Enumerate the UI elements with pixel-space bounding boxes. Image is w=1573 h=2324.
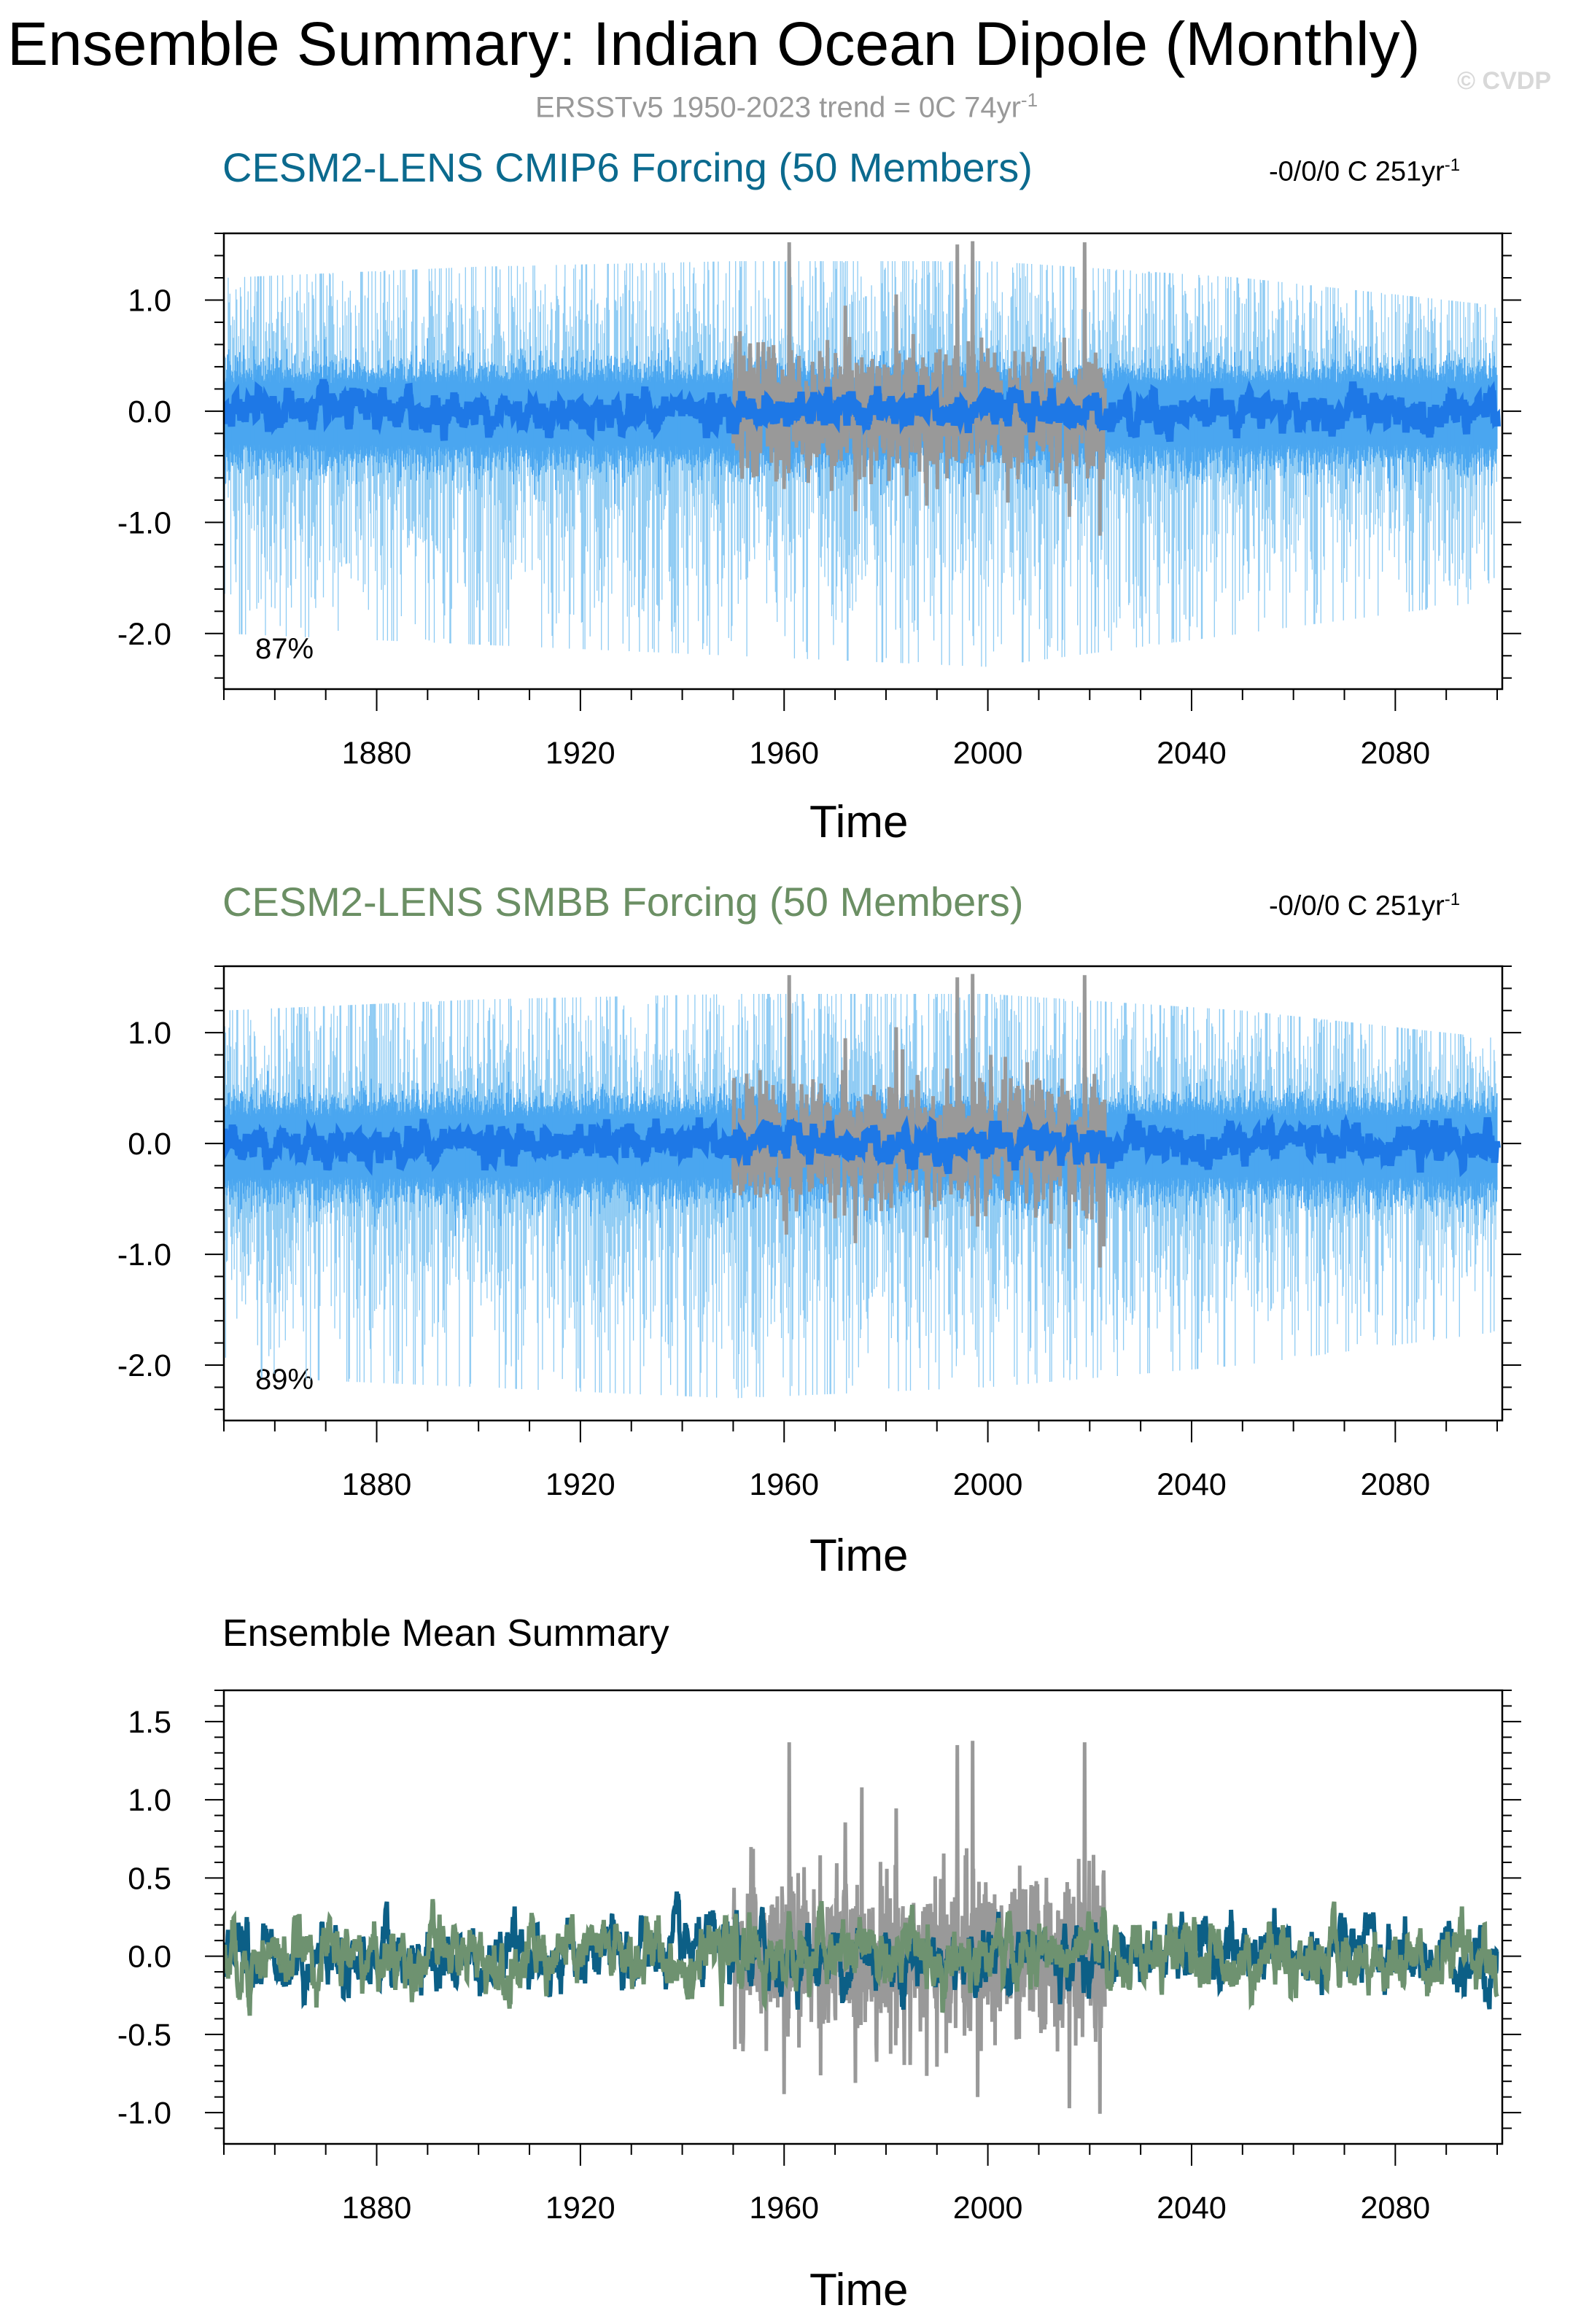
observations-subtitle: ERSSTv5 1950-2023 trend = 0C 74yr-1: [0, 89, 1573, 124]
panel-2-xlabel: Time: [809, 1531, 909, 1581]
panel-2-trend-sup: -1: [1444, 890, 1461, 909]
plot-area: [224, 241, 1501, 667]
x-tick-label: 1920: [545, 736, 615, 771]
ensemble-mean-line: [224, 378, 1501, 443]
y-tick-label: 0.0: [128, 395, 171, 430]
panel-1-trend-text: -0/0/0 C 251yr: [1269, 156, 1445, 187]
x-tick-label: 2040: [1157, 736, 1227, 771]
panel-1-trend: -0/0/0 C 251yr-1: [1269, 155, 1460, 188]
panel-1-plot: -2.0 -1.0 0.0 1.0 1880 1920 1960 2000 2040 2080: [117, 232, 1521, 771]
panel-1-percent: 87%: [255, 633, 314, 665]
y-tick-label: 1.0: [128, 283, 171, 318]
panel-1-xlabel: Time: [809, 797, 909, 847]
panel-2-percent: 89%: [255, 1364, 314, 1396]
panel-1-trend-sup: -1: [1444, 155, 1461, 175]
x-tick-label: 1880: [342, 736, 412, 771]
panel-2-title: CESM2-LENS SMBB Forcing (50 Members): [222, 879, 1024, 925]
plot-area: [224, 973, 1501, 1399]
panel-2-trend: -0/0/0 C 251yr-1: [1269, 890, 1460, 922]
panel-3-title: Ensemble Mean Summary: [222, 1612, 669, 1655]
figure-title: Ensemble Summary: Indian Ocean Dipole (M…: [7, 9, 1421, 78]
x-tick-label: 2000: [953, 736, 1023, 771]
observations-subtitle-text: ERSSTv5 1950-2023 trend = 0C 74yr: [535, 91, 1021, 124]
plot-frame: [222, 232, 1504, 691]
y-tick-label: -2.0: [117, 617, 171, 652]
watermark: © CVDP: [1457, 67, 1551, 95]
y-tick-label: -1.0: [117, 505, 171, 540]
x-tick-label: 2080: [1360, 736, 1430, 771]
observations-subtitle-sup: -1: [1020, 89, 1038, 111]
member-spikes: [224, 994, 1497, 1399]
panel-3-xlabel: Time: [809, 2265, 909, 2315]
x-tick-label: 1960: [749, 736, 819, 771]
panel-2-trend-text: -0/0/0 C 251yr: [1269, 890, 1445, 922]
panel-1-title: CESM2-LENS CMIP6 Forcing (50 Members): [222, 144, 1033, 190]
